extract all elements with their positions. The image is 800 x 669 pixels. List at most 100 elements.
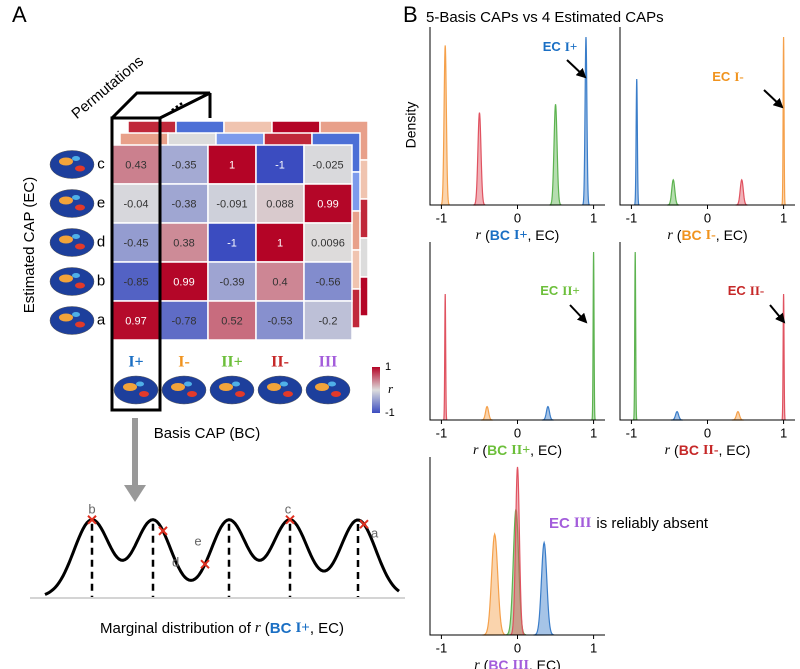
annotation-part: I+ [565,39,577,54]
brain-icon-spot [267,383,281,391]
cell-value: 0.088 [266,198,294,210]
brain-icon [209,375,255,405]
brain-icon-spot [72,312,80,317]
sample-marker [359,519,369,529]
brain-icon [113,375,159,405]
axes [619,242,795,421]
heatmap-cell [303,261,353,302]
brain-icon-spot [331,391,341,397]
x-tick-label: -1 [436,210,448,225]
heatmap-cell [207,261,257,302]
heatmap-cell [207,300,257,341]
density-peak [440,45,452,206]
cell-value: 1 [229,159,235,171]
marginal-caption: Marginal distribution of r (BC I+, EC) [100,620,344,637]
brain-icon-spot [235,391,245,397]
x-tick-label: -1 [436,425,448,440]
x-axis-label-part: BC [681,227,701,243]
density-peak [549,104,562,206]
density-peak [482,532,507,636]
annotation-part: EC [543,39,562,54]
brain-icon-spot [75,243,85,250]
brain-icon-spot [75,282,85,289]
colorbar-tick-label: 1 [385,361,391,373]
heatmap-cell [303,222,353,263]
sample-label: b [88,501,95,516]
brain-icon-spot [283,391,293,397]
x-axis-label: r (BC I-, EC) [667,227,747,244]
density-peak [582,36,592,206]
x-tick-label: 1 [780,210,787,225]
column-label: II+ [221,354,243,371]
axes [429,457,605,636]
density-peak [541,405,554,421]
density-peak [634,78,641,206]
x-axis-label-part: r [667,228,673,243]
x-axis-label-part: ( [674,442,679,458]
brain-icon-spot [72,156,80,161]
brain-icon [49,150,95,179]
x-axis-label: r (BC II+, EC) [473,442,562,459]
density-peak [480,405,493,421]
brain-icon-spot [139,391,149,397]
heatmap-cell [159,300,209,341]
cell-value: -0.38 [171,198,196,210]
heatmap-cell [255,300,305,341]
cell-value: -0.04 [123,198,148,210]
annotation-part: III [574,515,592,531]
y-axis-title: Estimated CAP (EC) [21,177,38,313]
marginal-curve [44,518,400,596]
x-axis-label-part: BC [679,442,699,458]
x-tick-label: -1 [626,210,638,225]
brain-icon [49,306,95,335]
brain-icon [305,375,351,405]
column-label: III [319,354,338,371]
density-peak [779,36,787,206]
x-axis-label: r (BC II-, EC) [665,442,751,459]
x-axis-label-part: r [476,228,482,243]
x-tick-label: 1 [590,425,597,440]
marginal-caption-part: BC [270,620,292,637]
cell-value: 0.52 [221,315,242,327]
density-peak [667,178,680,206]
marginal-caption-part: r [255,620,261,636]
sample-label: a [371,525,379,540]
cell-value: -0.35 [171,159,196,171]
axes [429,242,605,421]
brain-icon-spot [136,381,144,387]
brain-icon-spot [315,383,329,391]
cell-value: 0.0096 [311,237,345,249]
annotation-part: I- [734,69,743,84]
panel-label: B [403,2,418,27]
cell-value: 0.99 [317,198,338,210]
axes [429,27,605,206]
heatmap-cell [303,300,353,341]
x-axis-label-part: II+ [511,443,530,458]
x-axis-label-part: , EC) [529,657,561,669]
x-axis-label: r (BC III, EC) [474,657,561,669]
heatmap-cell [255,261,305,302]
cell-value: 0.97 [125,315,146,327]
column-label: II- [271,354,289,371]
x-axis-label-part: r [473,443,479,458]
x-axis-label-part: ( [482,442,487,458]
sample-label: d [172,554,179,569]
axes [619,27,795,206]
density-peak [735,178,748,206]
brain-icon-spot [184,381,192,387]
x-tick-label: 1 [780,425,787,440]
brain-icon-spot [72,195,80,200]
brain-icon [49,228,95,257]
cell-value: -0.53 [267,315,292,327]
annotation-part: EC [549,515,570,532]
x-tick-label: 0 [704,210,711,225]
x-axis-label-part: r [474,658,480,669]
heatmap-cell [111,183,161,224]
cell-value: -0.2 [319,315,338,327]
annotation: EC I+ [543,39,578,54]
annotation: EC II- [728,283,765,298]
marginal-caption-part: , EC) [310,620,344,637]
density-peak [781,293,787,421]
x-tick-label: -1 [626,425,638,440]
